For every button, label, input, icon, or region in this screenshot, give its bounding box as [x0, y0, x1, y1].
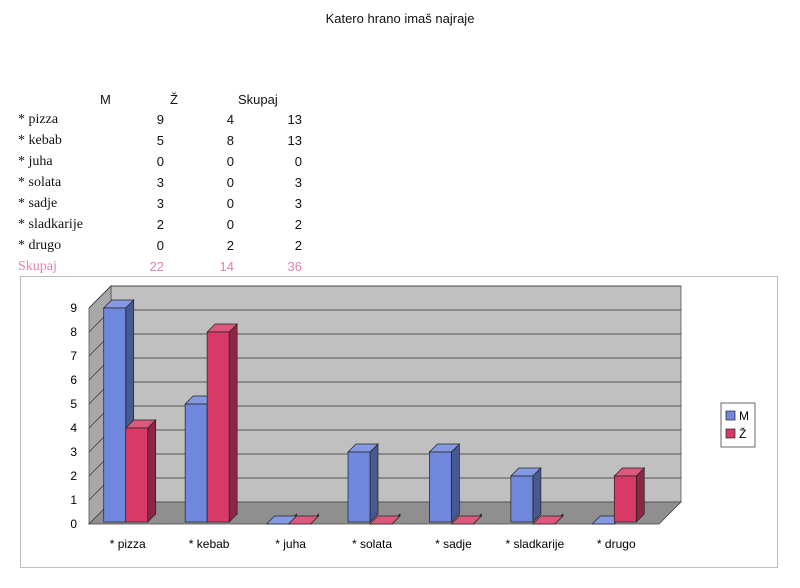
- table-row: * sadje 3 0 3: [18, 196, 318, 216]
- table-row: * solata 3 0 3: [18, 175, 318, 195]
- row-total: 3: [294, 175, 302, 190]
- table-row: * juha 0 0 0: [18, 154, 318, 174]
- row-label: * sladkarije: [18, 217, 83, 232]
- bar-Ž: [125, 427, 149, 523]
- legend-label: Ž: [739, 426, 746, 441]
- row-label: * kebab: [18, 133, 62, 148]
- row-label: * pizza: [18, 112, 59, 127]
- row-m: 0: [156, 154, 164, 169]
- bar-side-M: [532, 467, 542, 523]
- legend-label: M: [739, 409, 749, 423]
- bar-Ž: [206, 331, 230, 523]
- row-z: 0: [226, 217, 234, 232]
- x-tick-label: * pizza: [110, 537, 146, 551]
- bar-side-Ž: [147, 419, 157, 523]
- legend-swatch-Ž: [725, 428, 736, 439]
- bar-top-Ž: [532, 515, 564, 525]
- bar-M: [510, 475, 534, 523]
- table-row: * kebab 5 8 13: [18, 133, 318, 153]
- row-total: 2: [294, 217, 302, 232]
- row-m: 9: [156, 112, 164, 127]
- table-header-skupaj: Skupaj: [238, 92, 278, 107]
- bar-side-M: [451, 443, 460, 523]
- table-header-m: M: [100, 92, 111, 107]
- x-tick-label: * solata: [352, 537, 392, 551]
- y-tick-label: 9: [70, 301, 77, 315]
- chart-frame: 0 1 2 3 4 5 6 7 8 9 * pizza * kebab * juha * solata * …: [20, 276, 778, 568]
- bar-top-Ž: [450, 515, 483, 525]
- row-z: 0: [226, 175, 234, 190]
- x-tick-label: * juha: [275, 537, 306, 551]
- row-label: * juha: [18, 154, 53, 169]
- row-m: 0: [156, 238, 164, 253]
- bar-chart: 0 1 2 3 4 5 6 7 8 9 * pizza * kebab * juha * solata * …: [70, 285, 756, 551]
- y-tick-label: 6: [70, 373, 77, 387]
- row-total: 13: [287, 112, 302, 127]
- x-tick-label: * sladkarije: [506, 537, 565, 551]
- table-row: * drugo 0 2 2: [18, 238, 318, 258]
- row-total: 13: [287, 133, 302, 148]
- table-row: * pizza 9 4 13: [18, 112, 318, 132]
- y-tick-label: 7: [70, 349, 77, 363]
- row-m: 3: [156, 175, 164, 190]
- y-tick-label: 8: [70, 325, 77, 339]
- row-m: 3: [156, 196, 164, 211]
- bar-M: [103, 307, 127, 523]
- page-title: Katero hrano imaš najraje: [325, 11, 475, 26]
- bar-M: [347, 451, 371, 523]
- row-z: 0: [226, 154, 234, 169]
- row-label: * sadje: [18, 196, 58, 211]
- x-tick-label: * drugo: [597, 537, 636, 551]
- total-total: 36: [287, 259, 302, 274]
- row-total: 2: [294, 238, 302, 253]
- bar-M: [429, 451, 452, 523]
- bar-M: [184, 403, 208, 523]
- row-label: * solata: [18, 175, 62, 190]
- table-header-z: Ž: [170, 92, 178, 107]
- y-tick-label: 4: [70, 421, 77, 435]
- total-z: 14: [219, 259, 234, 274]
- x-tick-label: * sadje: [435, 537, 472, 551]
- row-z: 4: [226, 112, 234, 127]
- row-total: 0: [294, 154, 302, 169]
- row-total: 3: [294, 196, 302, 211]
- bar-top-Ž: [369, 515, 401, 525]
- y-tick-label: 5: [70, 397, 77, 411]
- bar-side-Ž: [635, 467, 645, 523]
- legend-box: [720, 402, 756, 448]
- y-tick-label: 2: [70, 469, 77, 483]
- y-tick-label: 1: [70, 493, 77, 507]
- y-tick-label: 0: [70, 517, 77, 531]
- gridline: [88, 285, 681, 309]
- table-row: * sladkarije 2 0 2: [18, 217, 318, 237]
- total-label: Skupaj: [18, 259, 57, 274]
- x-tick-label: * kebab: [189, 537, 230, 551]
- legend-swatch-M: [725, 410, 736, 421]
- row-z: 2: [226, 238, 234, 253]
- row-m: 5: [156, 133, 164, 148]
- bar-Ž: [613, 475, 637, 523]
- row-z: 8: [226, 133, 234, 148]
- table-total-row: Skupaj 22 14 36: [18, 259, 318, 279]
- bar-side-Ž: [228, 323, 238, 523]
- y-tick-label: 3: [70, 445, 77, 459]
- row-m: 2: [156, 217, 164, 232]
- bar-side-M: [369, 443, 379, 523]
- bar-top-Ž: [287, 515, 320, 525]
- total-m: 22: [149, 259, 164, 274]
- row-label: * drugo: [18, 238, 62, 253]
- row-z: 0: [226, 196, 234, 211]
